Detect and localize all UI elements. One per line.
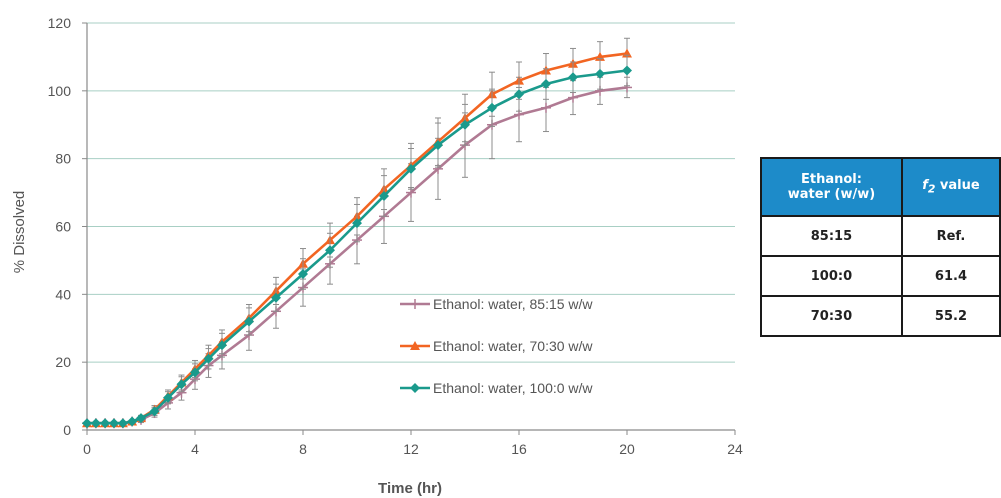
data-point bbox=[410, 299, 420, 309]
data-point bbox=[568, 92, 578, 103]
table-cell-f2: 61.4 bbox=[900, 255, 1001, 297]
data-point bbox=[379, 190, 389, 201]
table-header-ratio-line1: Ethanol: bbox=[800, 172, 862, 187]
data-point bbox=[622, 65, 632, 76]
data-point bbox=[568, 72, 578, 83]
data-point bbox=[410, 341, 420, 350]
x-tick-label: 4 bbox=[191, 441, 199, 457]
legend: Ethanol: water, 85:15 w/w Ethanol: water,… bbox=[400, 296, 593, 396]
data-point bbox=[90, 418, 101, 429]
table-cell-ratio: 100:0 bbox=[760, 255, 903, 297]
x-tick-label: 8 bbox=[299, 441, 307, 457]
data-point bbox=[163, 392, 173, 403]
y-tick-label: 120 bbox=[48, 15, 72, 31]
table-cell-ratio: 85:15 bbox=[760, 215, 903, 257]
data-point bbox=[176, 379, 187, 390]
data-point bbox=[271, 292, 281, 303]
table-row: 70:30 55.2 bbox=[760, 295, 1001, 337]
table-cell-f2: 55.2 bbox=[900, 295, 1001, 337]
x-tick-label: 12 bbox=[403, 441, 419, 457]
data-point bbox=[352, 218, 362, 229]
data-point bbox=[595, 68, 605, 79]
data-point bbox=[190, 367, 200, 378]
legend-label: Ethanol: water, 100:0 w/w bbox=[433, 380, 593, 396]
table-header-f2: f2 value bbox=[900, 157, 1001, 217]
data-point bbox=[82, 418, 92, 429]
gridlines bbox=[87, 22, 735, 363]
data-point bbox=[217, 340, 227, 351]
data-point bbox=[203, 353, 214, 364]
data-point bbox=[298, 268, 308, 279]
data-point bbox=[100, 418, 111, 429]
y-tick-label: 20 bbox=[55, 354, 71, 370]
data-point bbox=[460, 119, 470, 130]
x-axis-title: Time (hr) bbox=[378, 480, 442, 497]
y-tick-label: 80 bbox=[55, 151, 71, 167]
table-cell-f2: Ref. bbox=[900, 215, 1001, 257]
data-point bbox=[410, 383, 420, 393]
axes bbox=[82, 22, 736, 435]
table-header-ratio: Ethanol: water (w/w) bbox=[760, 157, 903, 217]
data-point bbox=[514, 89, 524, 100]
data-point bbox=[117, 418, 128, 429]
y-tick-label: 40 bbox=[55, 286, 71, 302]
data-point bbox=[127, 416, 138, 427]
data-point bbox=[487, 102, 497, 113]
legend-entry: Ethanol: water, 100:0 w/w bbox=[400, 380, 593, 396]
data-point bbox=[541, 102, 551, 113]
table-header-ratio-line2: water (w/w) bbox=[787, 187, 876, 202]
f2-subscript: 2 bbox=[927, 182, 936, 196]
data-point bbox=[244, 316, 254, 327]
data-point bbox=[325, 245, 335, 256]
series-line bbox=[87, 69, 628, 425]
x-tick-label: 20 bbox=[619, 441, 635, 457]
y-axis-title: % Dissolved bbox=[11, 191, 28, 274]
series-0 bbox=[82, 76, 632, 429]
y-tick-label: 0 bbox=[63, 422, 71, 438]
data-point bbox=[149, 406, 160, 417]
legend-label: Ethanol: water, 70:30 w/w bbox=[433, 338, 593, 354]
table-cell-ratio: 70:30 bbox=[760, 295, 903, 337]
data-point bbox=[109, 418, 119, 429]
tick-labels: 0 20 40 60 80 100 120 0 4 8 12 16 20 24 bbox=[48, 15, 743, 457]
y-tick-label: 100 bbox=[48, 83, 72, 99]
series-lines bbox=[82, 37, 632, 429]
f2-table: Ethanol: water (w/w) f2 value 85:15 Ref.… bbox=[760, 157, 1001, 337]
legend-entry: Ethanol: water, 85:15 w/w bbox=[400, 296, 593, 312]
table-row: 85:15 Ref. bbox=[760, 215, 1001, 257]
series-2 bbox=[82, 54, 632, 429]
legend-label: Ethanol: water, 85:15 w/w bbox=[433, 296, 593, 312]
data-point bbox=[406, 163, 416, 174]
data-point bbox=[136, 413, 146, 424]
f2-suffix: value bbox=[935, 178, 980, 194]
y-tick-label: 60 bbox=[55, 219, 71, 235]
x-tick-label: 0 bbox=[83, 441, 91, 457]
x-tick-label: 16 bbox=[511, 441, 527, 457]
table-header-row: Ethanol: water (w/w) f2 value bbox=[760, 157, 1001, 217]
data-point bbox=[433, 140, 443, 151]
table-row: 100:0 61.4 bbox=[760, 255, 1001, 297]
legend-entry: Ethanol: water, 70:30 w/w bbox=[400, 338, 593, 354]
f2-symbol: f bbox=[922, 178, 928, 194]
x-tick-label: 24 bbox=[727, 441, 743, 457]
data-point bbox=[541, 79, 551, 90]
